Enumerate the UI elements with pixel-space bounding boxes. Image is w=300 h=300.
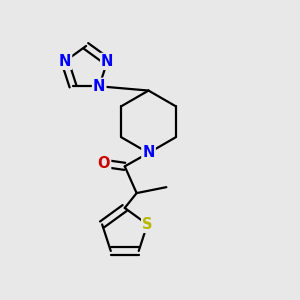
Text: N: N xyxy=(59,54,71,69)
Text: N: N xyxy=(142,146,155,160)
Text: S: S xyxy=(142,217,153,232)
Text: O: O xyxy=(98,156,110,171)
Text: N: N xyxy=(93,79,105,94)
Text: N: N xyxy=(101,54,113,69)
